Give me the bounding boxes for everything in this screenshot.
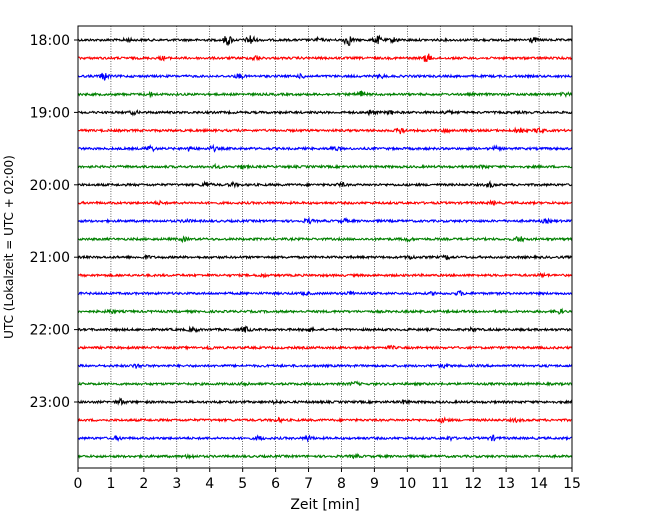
x-tick-label: 11 xyxy=(431,476,449,492)
trace-1815 xyxy=(77,53,573,63)
trace-2200 xyxy=(77,325,573,334)
trace-2100 xyxy=(77,253,573,261)
y-axis-ticks: 18:00 19:00 20:00 21:00 22:00 23:00 xyxy=(30,33,78,411)
y-tick-label: 18:00 xyxy=(30,33,70,49)
x-tick-label: 0 xyxy=(74,476,83,492)
trace-2345 xyxy=(77,452,573,460)
plot-frame xyxy=(77,25,573,469)
y-axis-label: UTC (Lokalzeit = UTC + 02:00) xyxy=(2,155,16,339)
trace-1830 xyxy=(77,72,573,81)
x-tick-label: 15 xyxy=(563,476,581,492)
trace-2045 xyxy=(77,235,573,244)
x-tick-label: 5 xyxy=(238,476,247,492)
trace-2245 xyxy=(77,380,573,387)
trace-1800 xyxy=(77,34,573,46)
trace-2145 xyxy=(77,307,573,315)
y-tick-label: 21:00 xyxy=(30,250,70,266)
x-tick-label: 9 xyxy=(370,476,379,492)
trace-2300 xyxy=(77,396,573,406)
trace-2230 xyxy=(77,362,573,370)
trace-2215 xyxy=(77,344,573,351)
x-tick-label: 7 xyxy=(304,476,313,492)
x-tick-label: 2 xyxy=(139,476,148,492)
x-tick-label: 14 xyxy=(530,476,548,492)
x-axis-label: Zeit [min] xyxy=(290,497,359,513)
x-tick-label: 12 xyxy=(464,476,482,492)
x-axis-ticks: 0 1 2 3 4 5 6 7 8 9 10 11 12 13 14 15 xyxy=(74,468,581,492)
x-tick-label: 13 xyxy=(497,476,515,492)
y-tick-label: 19:00 xyxy=(30,105,70,121)
x-tick-label: 10 xyxy=(398,476,416,492)
x-tick-label: 6 xyxy=(271,476,280,492)
trace-1900 xyxy=(77,109,573,117)
x-tick-label: 1 xyxy=(106,476,115,492)
trace-2330 xyxy=(77,434,573,443)
trace-1930 xyxy=(77,143,573,153)
trace-group xyxy=(77,34,573,460)
trace-2000 xyxy=(77,179,573,189)
trace-2315 xyxy=(77,416,573,424)
x-tick-label: 4 xyxy=(205,476,214,492)
trace-2115 xyxy=(77,271,573,279)
y-tick-label: 23:00 xyxy=(30,395,70,411)
trace-1845 xyxy=(77,90,573,99)
trace-2015 xyxy=(77,199,573,206)
trace-2030 xyxy=(77,216,573,225)
vertical-grid xyxy=(110,26,540,468)
trace-2130 xyxy=(77,290,573,297)
trace-1945 xyxy=(77,162,573,170)
trace-1915 xyxy=(77,126,573,135)
y-tick-label: 20:00 xyxy=(30,178,70,194)
x-tick-label: 8 xyxy=(337,476,346,492)
x-tick-label: 3 xyxy=(172,476,181,492)
y-tick-label: 22:00 xyxy=(30,323,70,339)
